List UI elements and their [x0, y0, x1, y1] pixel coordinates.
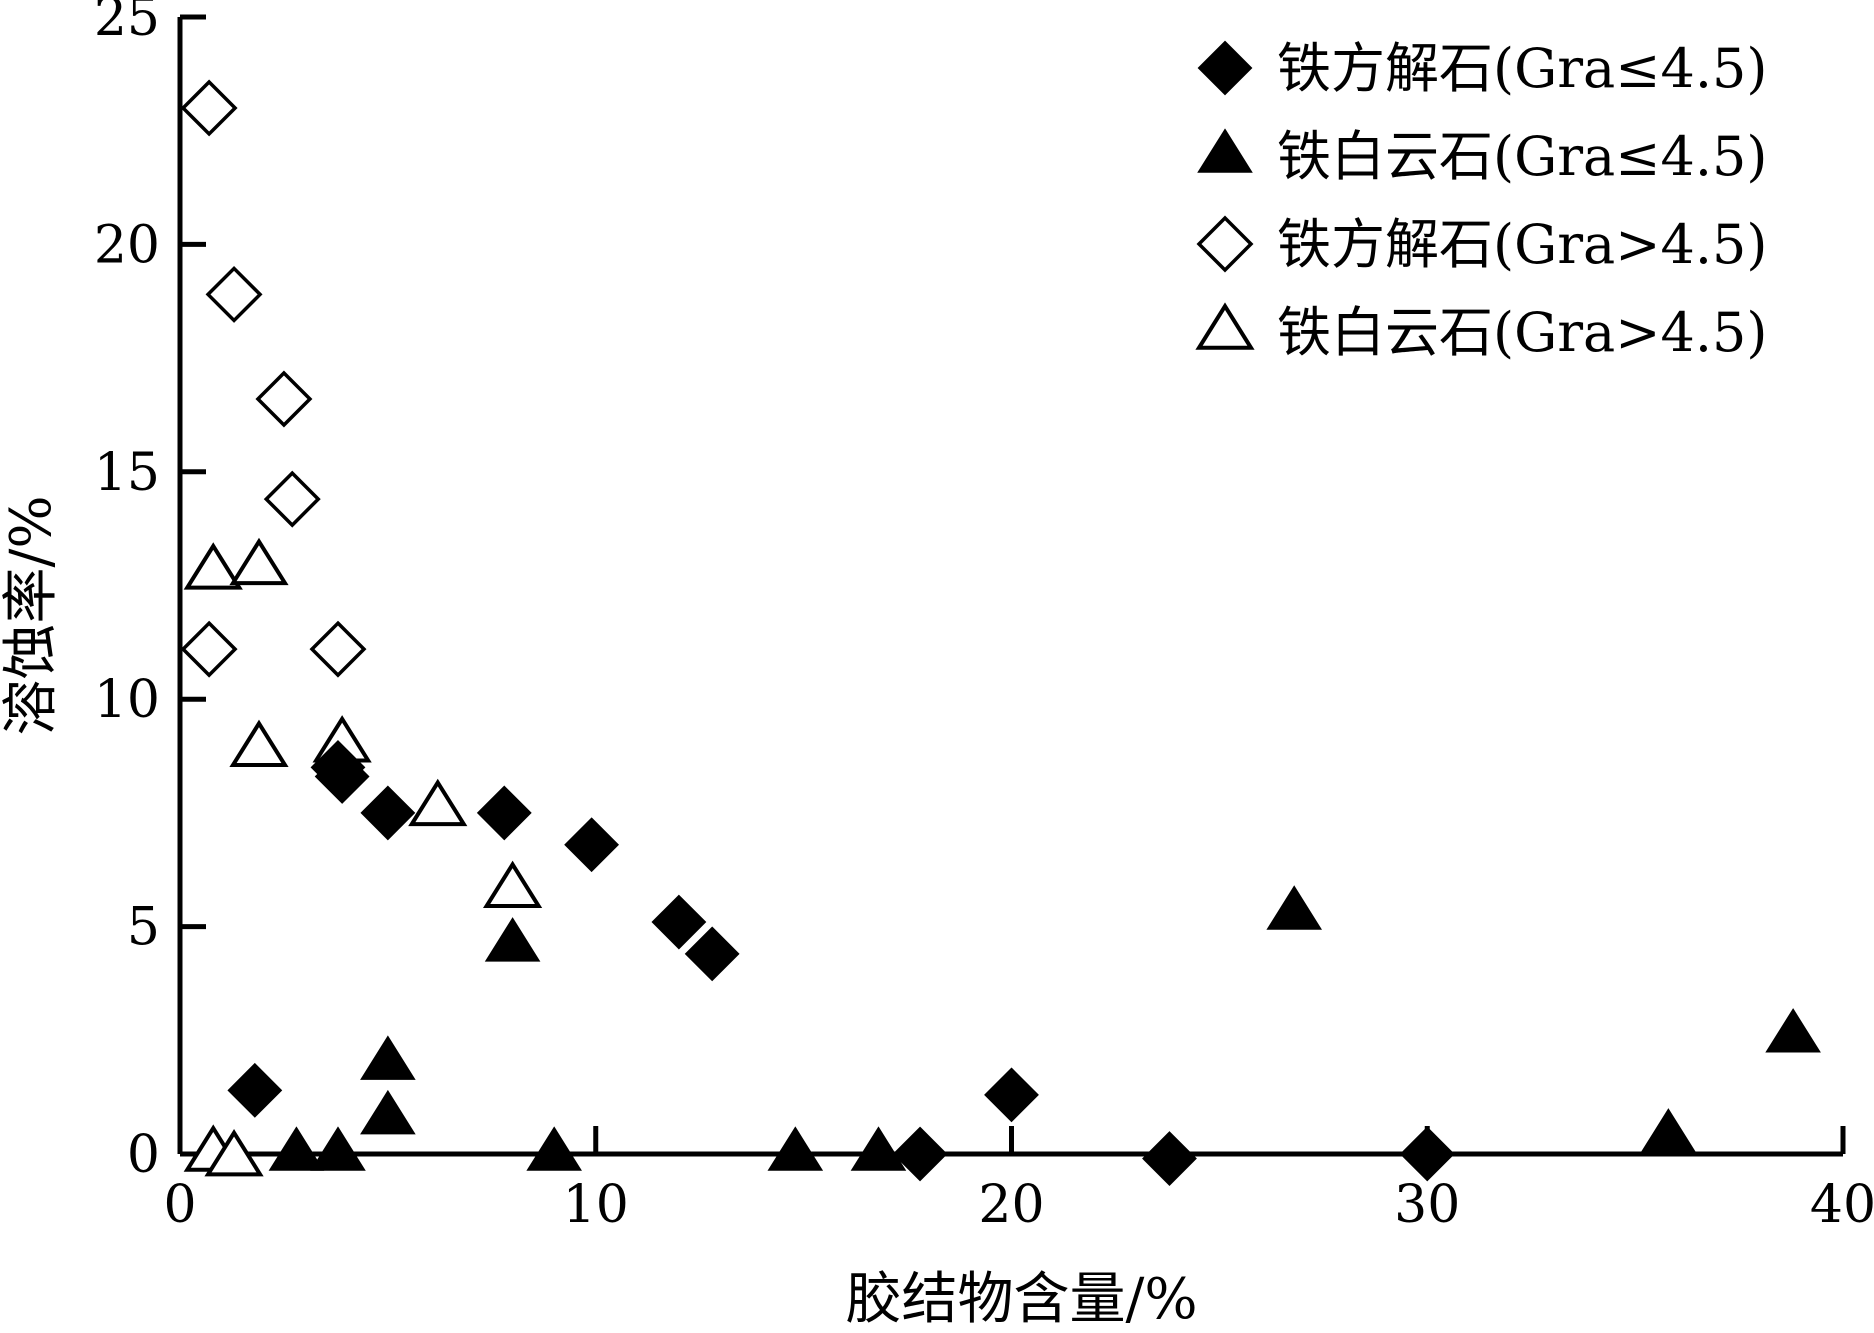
data-point-diamond-open: [255, 370, 313, 428]
data-point-triangle-filled: [310, 1126, 366, 1171]
data-point-triangle-filled: [526, 1126, 582, 1171]
data-point-diamond-filled: [227, 1062, 283, 1118]
data-point-diamond-filled: [476, 785, 532, 841]
data-point-diamond-filled: [984, 1067, 1039, 1123]
data-point-diamond-filled: [360, 785, 416, 841]
data-point-triangle-filled: [1266, 885, 1323, 930]
data-point-diamond-open: [309, 620, 367, 678]
data-point-diamond-open: [180, 79, 238, 137]
legend-label: 铁方解石(Gra≤4.5): [1277, 37, 1767, 100]
data-point-triangle-filled: [484, 917, 541, 962]
legend: 铁方解石(Gra≤4.5) 铁白云石(Gra≤4.5) 铁方解石(Gra>4.5) 铁…: [1195, 37, 1767, 364]
data-point-diamond-open: [180, 620, 238, 678]
x-tick-label: 0: [163, 1175, 196, 1235]
data-point-triangle-open: [229, 719, 289, 768]
y-tick-label: 5: [127, 898, 160, 958]
legend-entry: 铁白云石(Gra>4.5): [1195, 301, 1767, 364]
data-point-triangle-filled: [850, 1126, 907, 1171]
data-point-diamond-filled: [651, 894, 707, 950]
data-point-triangle-filled: [268, 1126, 325, 1171]
x-tick-label: 20: [978, 1175, 1044, 1235]
legend-label: 铁白云石(Gra≤4.5): [1277, 125, 1767, 188]
data-point-diamond-filled: [1399, 1126, 1455, 1182]
data-point-diamond-open: [263, 470, 321, 528]
legend-label: 铁方解石(Gra>4.5): [1277, 213, 1767, 276]
x-tick-label: 10: [563, 1175, 629, 1235]
data-point-triangle-filled: [767, 1126, 824, 1171]
legend-marker-diamond-filled: [1197, 40, 1253, 96]
data-point-triangle-open: [482, 860, 543, 909]
data-point-diamond-filled: [892, 1126, 948, 1182]
legend-label: 铁白云石(Gra>4.5): [1277, 301, 1767, 364]
x-axis-title: 胶结物含量/%: [845, 1267, 1197, 1328]
legend-marker-triangle-filled: [1197, 128, 1253, 173]
data-point-diamond-filled: [1142, 1131, 1197, 1186]
y-tick-label: 0: [127, 1125, 160, 1185]
data-point-triangle-open: [204, 1128, 264, 1177]
x-tick-label: 40: [1810, 1175, 1874, 1235]
data-points: [180, 79, 1821, 1186]
data-point-triangle-open: [408, 778, 468, 827]
legend-marker-triangle-open: [1195, 302, 1255, 350]
data-point-diamond-filled: [564, 817, 620, 873]
data-point-diamond-filled: [684, 926, 740, 982]
y-tick-label: 10: [94, 670, 160, 730]
y-tick-label: 25: [94, 0, 160, 48]
data-point-triangle-filled: [360, 1035, 416, 1080]
data-point-triangle-filled: [1765, 1008, 1821, 1053]
y-tick-label: 20: [94, 215, 160, 275]
legend-entry: 铁方解石(Gra≤4.5): [1197, 37, 1767, 100]
legend-marker-diamond-open: [1196, 215, 1254, 273]
data-point-triangle-filled: [360, 1089, 416, 1135]
y-axis-title: 溶蚀率/%: [0, 495, 64, 735]
data-point-triangle-open: [183, 542, 243, 590]
y-tick-label: 15: [94, 443, 160, 503]
data-point-diamond-open: [205, 265, 263, 323]
x-tick-label: 30: [1394, 1175, 1460, 1235]
legend-entry: 铁方解石(Gra>4.5): [1196, 213, 1767, 276]
legend-entry: 铁白云石(Gra≤4.5): [1197, 125, 1767, 188]
data-point-triangle-filled: [1640, 1108, 1697, 1153]
data-point-diamond-filled: [314, 749, 370, 804]
data-point-triangle-open: [229, 537, 289, 586]
